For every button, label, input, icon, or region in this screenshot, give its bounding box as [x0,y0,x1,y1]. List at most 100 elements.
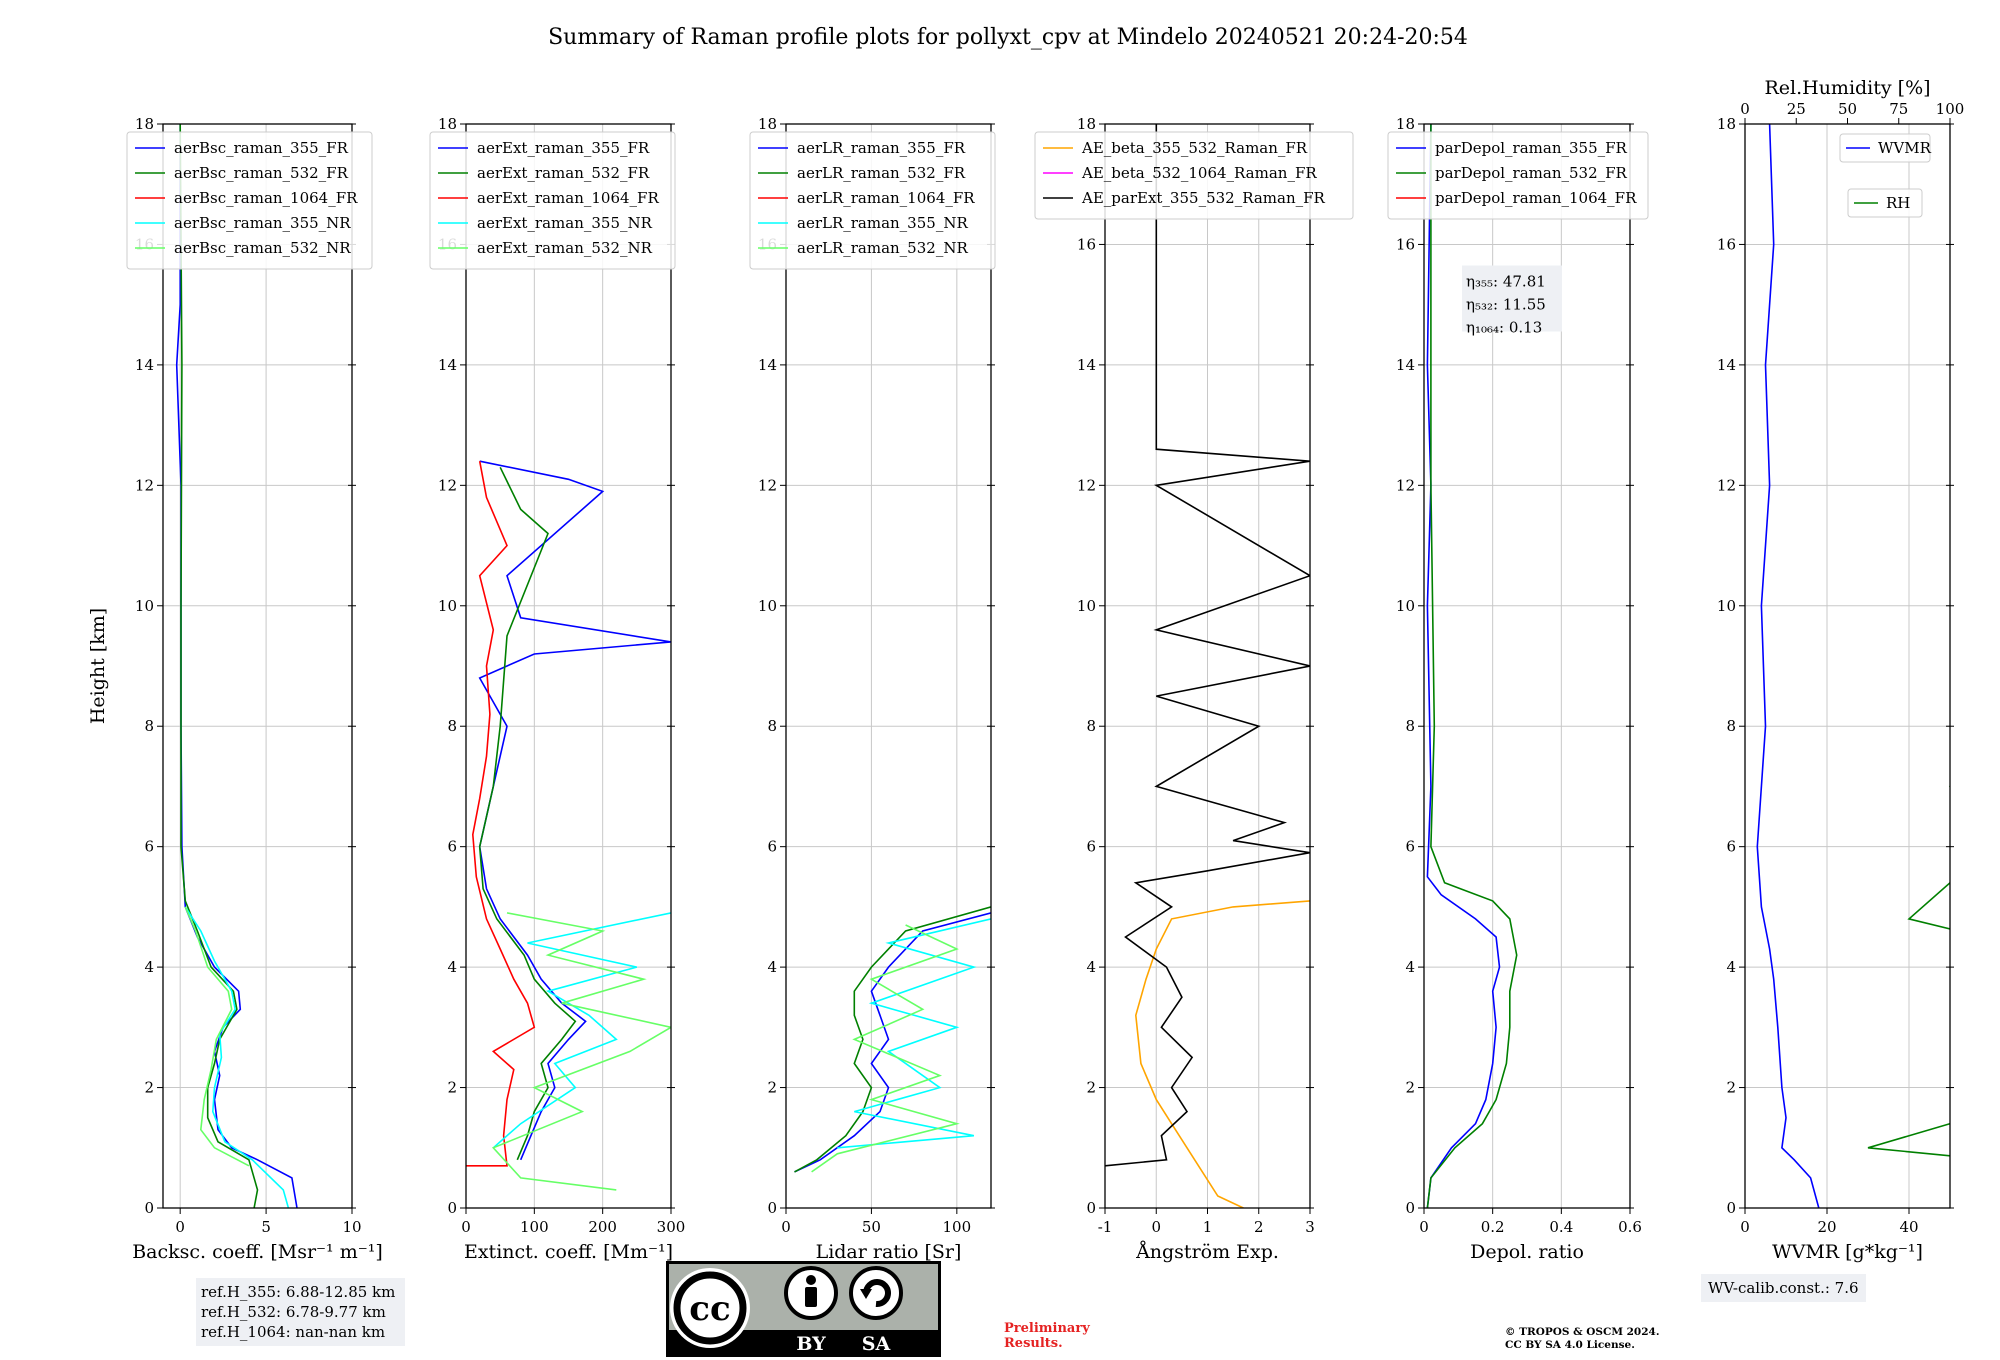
y-tick-label: 2 [1405,1079,1415,1097]
legend-box [1847,188,1923,218]
legend-box [1839,133,1931,163]
legend-label: aerLR_raman_532_NR [797,239,968,257]
top-x-tick-label: 100 [1936,100,1965,118]
y-tick-label: 14 [1717,356,1736,374]
cc-by-sa-badge: cc BY SA [666,1261,941,1357]
wv-calibration-box: WV-calib.const.: 7.6 [1701,1274,1866,1302]
y-tick-label: 0 [767,1199,777,1217]
legend-label: aerExt_raman_532_NR [477,239,653,257]
y-tick-label: 8 [447,717,457,735]
y-tick-label: 2 [1726,1079,1736,1097]
y-tick-label: 0 [447,1199,457,1217]
y-tick-label: 18 [135,115,154,133]
annotation-box [1462,265,1562,332]
annotation-text: η₅₃₂: 11.55 [1466,296,1546,314]
legend-label: aerBsc_raman_1064_FR [174,189,358,207]
y-tick-label: 4 [1726,958,1736,976]
y-tick-label: 14 [135,356,154,374]
legend-label: parDepol_raman_532_FR [1435,164,1628,182]
y-tick-label: 6 [1405,838,1415,856]
y-tick-label: 18 [1396,115,1415,133]
legend-label: aerBsc_raman_355_FR [174,139,349,157]
x-tick-label: 10 [342,1218,361,1236]
y-tick-label: 16 [1077,235,1096,253]
x-tick-label: 40 [1899,1218,1918,1236]
plot-frame [1423,123,1631,1209]
x-tick-label: 200 [588,1218,617,1236]
preliminary-note: Preliminary Results. [1004,1321,1090,1351]
x-tick-label: 5 [261,1218,271,1236]
x-tick-label: 0.2 [1481,1218,1505,1236]
y-tick-label: 14 [1077,356,1096,374]
series-line-aerBsc_raman_532_FR [179,124,259,1208]
series-line-aerExt_raman_532_FR [478,466,577,1161]
legend-label: parDepol_raman_1064_FR [1435,189,1637,207]
x-axis-label: Depol. ratio [1470,1241,1584,1263]
badge-label-sa: SA [862,1333,891,1355]
y-tick-label: 6 [144,838,154,856]
y-tick-label: 12 [438,476,457,494]
copyright-line-1: © TROPOS & OSCM 2024. [1505,1326,1660,1338]
y-tick-label: 0 [144,1199,154,1217]
y-tick-label: 4 [1405,958,1415,976]
top-x-axis-label: Rel.Humidity [%] [1764,77,1930,99]
y-tick-label: 6 [447,838,457,856]
ref-height-1064: ref.H_1064: nan-nan km [201,1323,386,1341]
x-axis-label: Extinct. coeff. [Mm⁻¹] [464,1241,673,1263]
legend-label: parDepol_raman_355_FR [1435,139,1628,157]
x-tick-label: 0 [781,1218,791,1236]
y-tick-label: 2 [447,1079,457,1097]
y-tick-label: 16 [1717,235,1736,253]
x-tick-label: 100 [520,1218,549,1236]
top-x-tick-label: 50 [1838,100,1857,118]
plot-frame [162,123,353,1209]
y-tick-label: 8 [1726,717,1736,735]
legend-label: aerExt_raman_1064_FR [477,189,659,207]
legend-label: AE_beta_355_532_Raman_FR [1081,139,1308,157]
annotation-text: η₃₅₅: 47.81 [1466,273,1546,291]
x-axis-label: Ångström Exp. [1135,1241,1279,1263]
y-tick-label: 18 [1077,115,1096,133]
legend-label: RH [1886,194,1910,212]
y-tick-label: 10 [1717,597,1736,615]
series-line-RH [1867,784,1950,1157]
series-line-parDepol_raman_355_FR [1426,124,1501,1208]
panel-backscatter: 0510024681012141618Backsc. coeff. [Msr⁻¹… [87,115,383,1263]
y-tick-label: 10 [1396,597,1415,615]
series-line-AE_parExt_355_532_Raman_FR [1105,124,1310,1167]
y-tick-label: 2 [767,1079,777,1097]
x-tick-label: 300 [657,1218,686,1236]
x-axis-label: Backsc. coeff. [Msr⁻¹ m⁻¹] [132,1241,383,1263]
series-line-aerBsc_raman_532_NR [184,906,250,1167]
y-tick-label: 6 [1086,838,1096,856]
y-tick-label: 18 [1717,115,1736,133]
copyright-note: © TROPOS & OSCM 2024. CC BY SA 4.0 Licen… [1505,1326,1660,1352]
series-line-aerLR_raman_355_FR [794,912,991,1173]
y-tick-label: 10 [135,597,154,615]
y-tick-label: 16 [1396,235,1415,253]
y-tick-label: 4 [1086,958,1096,976]
x-tick-label: 0.4 [1549,1218,1573,1236]
y-tick-label: 6 [1726,838,1736,856]
series-line-aerLR_raman_532_FR [794,906,991,1173]
y-tick-label: 0 [1086,1199,1096,1217]
top-x-tick-label: 25 [1787,100,1806,118]
ref-height-355: ref.H_355: 6.88-12.85 km [201,1283,396,1301]
legend-label: aerBsc_raman_532_FR [174,164,349,182]
x-tick-label: 0 [1419,1218,1429,1236]
x-tick-label: 0 [1740,1218,1750,1236]
y-tick-label: 8 [767,717,777,735]
legend-box [429,131,676,270]
preliminary-line-1: Preliminary [1004,1321,1090,1336]
top-x-tick-label: 0 [1740,100,1750,118]
sa-icon [849,1266,903,1320]
x-tick-label: 0 [175,1218,185,1236]
x-tick-label: 50 [862,1218,881,1236]
series-line-aerExt_raman_1064_FR [466,461,536,1167]
panel-depolarization: 0 0.2 0.4 0.6 0 2 4 6 8 10 12 14 16 18 Depol. ratio par… [1387,115,1649,1263]
x-tick-label: 0.6 [1618,1218,1642,1236]
y-tick-label: 6 [767,838,777,856]
series-line-aerExt_raman_355_NR [492,912,671,1149]
x-tick-label: 100 [943,1218,972,1236]
plot-frame [1744,123,1951,1209]
